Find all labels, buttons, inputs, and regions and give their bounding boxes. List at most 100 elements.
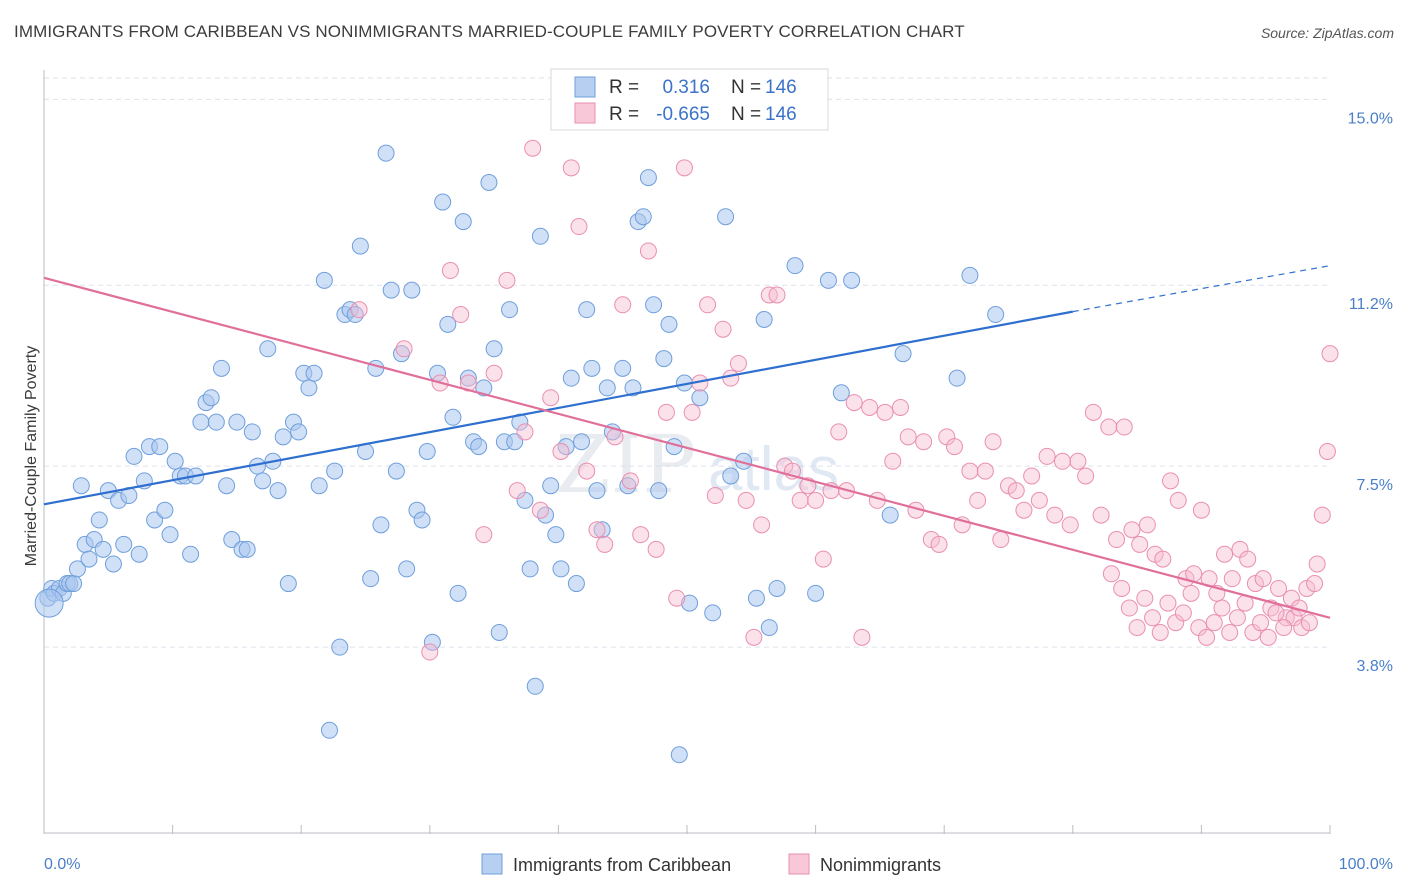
series-legend: Immigrants from Caribbean Nonimmigrants bbox=[481, 853, 941, 875]
point-nonimmigrants bbox=[588, 521, 606, 539]
trend-line-nonimmigrants bbox=[43, 276, 1331, 619]
point-immigrants bbox=[722, 467, 740, 485]
point-immigrants bbox=[68, 560, 86, 578]
point-immigrants bbox=[760, 619, 778, 637]
point-immigrants bbox=[192, 413, 210, 431]
point-nonimmigrants bbox=[1267, 604, 1285, 622]
point-immigrants bbox=[755, 310, 773, 328]
point-nonimmigrants bbox=[1151, 623, 1169, 641]
point-nonimmigrants bbox=[1102, 565, 1120, 583]
point-nonimmigrants bbox=[1169, 491, 1187, 509]
point-nonimmigrants bbox=[1159, 594, 1177, 612]
legend-r-value-1: 0.316 bbox=[662, 77, 710, 98]
point-immigrants bbox=[423, 633, 441, 651]
point-immigrants bbox=[567, 575, 585, 593]
point-immigrants bbox=[634, 208, 652, 226]
point-immigrants bbox=[470, 438, 488, 456]
point-nonimmigrants bbox=[647, 540, 665, 558]
point-nonimmigrants bbox=[552, 443, 570, 460]
point-immigrants bbox=[480, 173, 498, 191]
point-immigrants bbox=[459, 369, 477, 387]
point-immigrants bbox=[65, 575, 83, 593]
point-nonimmigrants bbox=[668, 589, 686, 607]
point-nonimmigrants bbox=[1128, 619, 1146, 637]
point-immigrants bbox=[439, 315, 457, 333]
point-nonimmigrants bbox=[845, 394, 863, 412]
point-nonimmigrants bbox=[1123, 521, 1141, 539]
point-immigrants bbox=[948, 369, 966, 387]
point-immigrants bbox=[521, 560, 539, 578]
point-immigrants bbox=[485, 340, 503, 358]
point-nonimmigrants bbox=[1300, 614, 1318, 632]
point-immigrants bbox=[104, 555, 122, 573]
y-tick-label: 3.8% bbox=[1357, 658, 1393, 675]
point-immigrants bbox=[961, 266, 979, 284]
point-nonimmigrants bbox=[639, 242, 657, 260]
point-nonimmigrants bbox=[1023, 467, 1041, 485]
point-immigrants bbox=[444, 408, 462, 426]
point-immigrants bbox=[704, 604, 722, 622]
point-nonimmigrants bbox=[1223, 570, 1241, 588]
point-nonimmigrants bbox=[1092, 506, 1110, 524]
point-nonimmigrants bbox=[1216, 545, 1234, 563]
point-nonimmigrants bbox=[737, 491, 755, 509]
point-nonimmigrants bbox=[1182, 584, 1200, 602]
point-nonimmigrants bbox=[1259, 628, 1277, 646]
point-nonimmigrants bbox=[562, 159, 580, 177]
point-immigrants bbox=[228, 413, 246, 431]
point-immigrants bbox=[212, 359, 230, 377]
point-immigrants bbox=[614, 359, 632, 377]
point-immigrants bbox=[578, 301, 596, 319]
point-nonimmigrants bbox=[814, 550, 832, 568]
point-immigrants bbox=[562, 369, 580, 387]
series-nonimmigrants-points bbox=[350, 139, 1339, 661]
point-immigrants bbox=[542, 477, 560, 495]
point-nonimmigrants bbox=[578, 462, 596, 480]
watermark-zip: ZIP bbox=[555, 418, 696, 511]
point-immigrants bbox=[490, 623, 508, 641]
point-nonimmigrants bbox=[714, 320, 732, 338]
point-nonimmigrants bbox=[745, 628, 763, 646]
point-nonimmigrants bbox=[657, 403, 675, 421]
point-nonimmigrants bbox=[1007, 482, 1025, 500]
point-nonimmigrants bbox=[475, 526, 493, 544]
point-immigrants bbox=[717, 208, 735, 226]
point-nonimmigrants bbox=[1205, 614, 1223, 632]
point-immigrants bbox=[351, 237, 369, 255]
point-immigrants bbox=[90, 511, 108, 529]
point-nonimmigrants bbox=[1069, 452, 1087, 470]
point-nonimmigrants bbox=[753, 516, 771, 534]
point-nonimmigrants bbox=[1154, 550, 1172, 568]
trend-lines bbox=[43, 265, 1331, 619]
point-immigrants bbox=[80, 550, 98, 568]
point-nonimmigrants bbox=[861, 398, 879, 416]
point-immigrants bbox=[218, 477, 236, 495]
point-immigrants bbox=[151, 438, 169, 456]
point-immigrants bbox=[537, 506, 555, 524]
point-immigrants bbox=[670, 746, 688, 764]
point-immigrants bbox=[72, 477, 90, 495]
point-immigrants bbox=[501, 301, 519, 319]
point-nonimmigrants bbox=[1174, 604, 1192, 622]
series-immigrants-points bbox=[34, 110, 1005, 764]
point-nonimmigrants bbox=[1192, 501, 1210, 519]
y-tick-label: 7.5% bbox=[1357, 477, 1393, 494]
point-immigrants bbox=[894, 345, 912, 363]
point-immigrants bbox=[832, 384, 850, 402]
point-immigrants bbox=[207, 413, 225, 431]
point-immigrants bbox=[547, 526, 565, 544]
point-nonimmigrants bbox=[531, 501, 549, 519]
point-nonimmigrants bbox=[1061, 516, 1079, 534]
point-nonimmigrants bbox=[441, 262, 459, 280]
trend-line-immigrants bbox=[43, 310, 1074, 506]
y-axis-label: Married-Couple Family Poverty bbox=[23, 346, 40, 567]
point-nonimmigrants bbox=[1321, 345, 1339, 363]
point-nonimmigrants bbox=[984, 433, 1002, 451]
point-immigrants bbox=[398, 560, 416, 578]
point-nonimmigrants bbox=[498, 271, 516, 289]
point-nonimmigrants bbox=[807, 491, 825, 509]
point-immigrants bbox=[403, 281, 421, 299]
point-immigrants bbox=[588, 482, 606, 500]
point-nonimmigrants bbox=[891, 398, 909, 416]
point-nonimmigrants bbox=[1318, 443, 1336, 460]
